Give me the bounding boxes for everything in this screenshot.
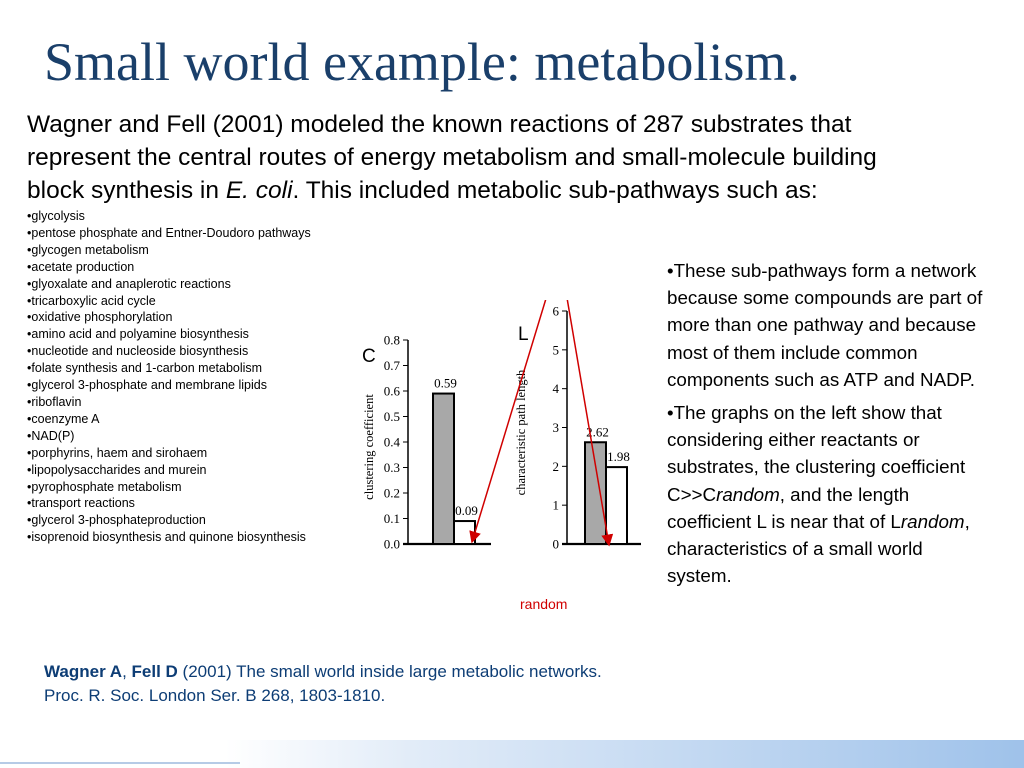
list-item: glycolysis <box>27 208 311 225</box>
y-tick-label: 0.7 <box>384 358 401 373</box>
intro-line-2: represent the central routes of energy m… <box>27 144 877 171</box>
list-item: coenzyme A <box>27 411 311 428</box>
list-item: acetate production <box>27 259 311 276</box>
citation-text: (2001) The small world inside large meta… <box>44 662 602 705</box>
list-item: riboflavin <box>27 394 311 411</box>
y-tick-label: 3 <box>553 420 560 435</box>
random-term: random <box>716 483 780 505</box>
explanation-part: The graphs on the left show that conside… <box>667 402 966 505</box>
intro-line-1: Wagner and Fell (2001) modeled the known… <box>27 111 852 138</box>
explanation-text: These sub-pathways form a network becaus… <box>667 257 987 595</box>
y-tick-label: 2 <box>553 459 560 474</box>
y-tick-label: 0.1 <box>384 511 400 526</box>
list-item: folate synthesis and 1-carbon metabolism <box>27 360 311 377</box>
y-tick-label: 0 <box>553 537 560 552</box>
y-axis-title: characteristic path length <box>514 369 528 495</box>
bar-value-label: 0.09 <box>455 503 478 518</box>
explanation-part: , characteristics of a small world syste… <box>667 510 970 587</box>
intro-line-3: block synthesis in E. coli. This include… <box>27 174 1017 207</box>
list-item: porphyrins, haem and sirohaem <box>27 445 311 462</box>
y-tick-label: 4 <box>553 381 560 396</box>
y-tick-label: 0.6 <box>384 384 401 399</box>
y-tick-label: 0.8 <box>384 333 400 348</box>
list-item: lipopolysaccharides and murein <box>27 462 311 479</box>
list-item: pentose phosphate and Entner-Doudoro pat… <box>27 225 310 242</box>
list-item: transport reactions <box>27 495 311 512</box>
list-item: glycerol 3-phosphate and membrane lipids <box>27 377 311 394</box>
list-item: pyrophosphate metabolism <box>27 479 311 496</box>
panel-label: L <box>518 324 529 345</box>
list-item: oxidative phosphorylation <box>27 309 311 326</box>
slide-title: Small world example: metabolism. <box>44 32 800 92</box>
species-name: E. coli <box>225 177 293 204</box>
panel-label: C <box>362 346 376 367</box>
citation: Wagner A, Fell D (2001) The small world … <box>44 660 604 707</box>
y-tick-label: 0.3 <box>384 460 400 475</box>
citation-author-1: Wagner A <box>44 662 123 681</box>
citation-author-2: Fell D <box>131 662 178 681</box>
citation-separator: , <box>122 662 132 681</box>
list-item: glyoxalate and anaplerotic reactions <box>27 276 311 293</box>
random-term: random <box>900 510 965 532</box>
y-tick-label: 0.5 <box>384 409 400 424</box>
list-item: NAD(P) <box>27 428 311 445</box>
y-tick-label: 6 <box>553 304 560 319</box>
arrow-to-random-clustering <box>469 300 547 544</box>
arrow-to-random-path-length <box>566 300 614 547</box>
bar-value-label: 1.98 <box>607 449 630 464</box>
list-item: nucleotide and nucleoside biosynthesis <box>27 343 311 360</box>
y-tick-label: 0.0 <box>384 537 400 552</box>
explanation-bullet-1: These sub-pathways form a network becaus… <box>667 257 987 393</box>
y-tick-label: 1 <box>553 498 560 513</box>
intro-paragraph: Wagner and Fell (2001) modeled the known… <box>27 108 1017 207</box>
bar-charts: 0.0 0.1 0.2 0.3 0.4 0.5 0.6 0.7 0.8 clustering co… <box>362 300 641 552</box>
explanation-part: , and the length coefficient L is near t… <box>667 483 910 532</box>
intro-line-3-end: . This included metabolic sub-pathways s… <box>292 177 818 204</box>
bar <box>584 441 607 545</box>
random-label: random <box>520 596 568 612</box>
y-axis-title: clustering coefficient <box>362 394 376 500</box>
bar-value-label: 0.59 <box>434 376 457 391</box>
y-tick-label: 0.4 <box>384 435 401 450</box>
y-tick-label: 5 <box>553 342 560 357</box>
list-item: tricarboxylic acid cycle <box>27 293 311 310</box>
bar-value-label: 2.62 <box>586 424 609 439</box>
bar <box>605 466 628 545</box>
list-item: glycogen metabolism <box>27 242 311 259</box>
y-tick-label: 0.2 <box>384 486 400 501</box>
list-item: amino acid and polyamine biosynthesis <box>27 326 311 343</box>
footer-divider <box>0 762 240 764</box>
list-item: glycerol 3-phosphateproduction <box>27 512 311 529</box>
subpathway-list: glycolysis pentose phosphate and Entner-… <box>27 208 311 546</box>
explanation-bullet-2: The graphs on the left show that conside… <box>667 399 987 589</box>
bar <box>432 392 455 545</box>
intro-line-3-start: block synthesis in <box>27 177 226 204</box>
list-item: isoprenoid biosynthesis and quinone bios… <box>27 529 311 546</box>
